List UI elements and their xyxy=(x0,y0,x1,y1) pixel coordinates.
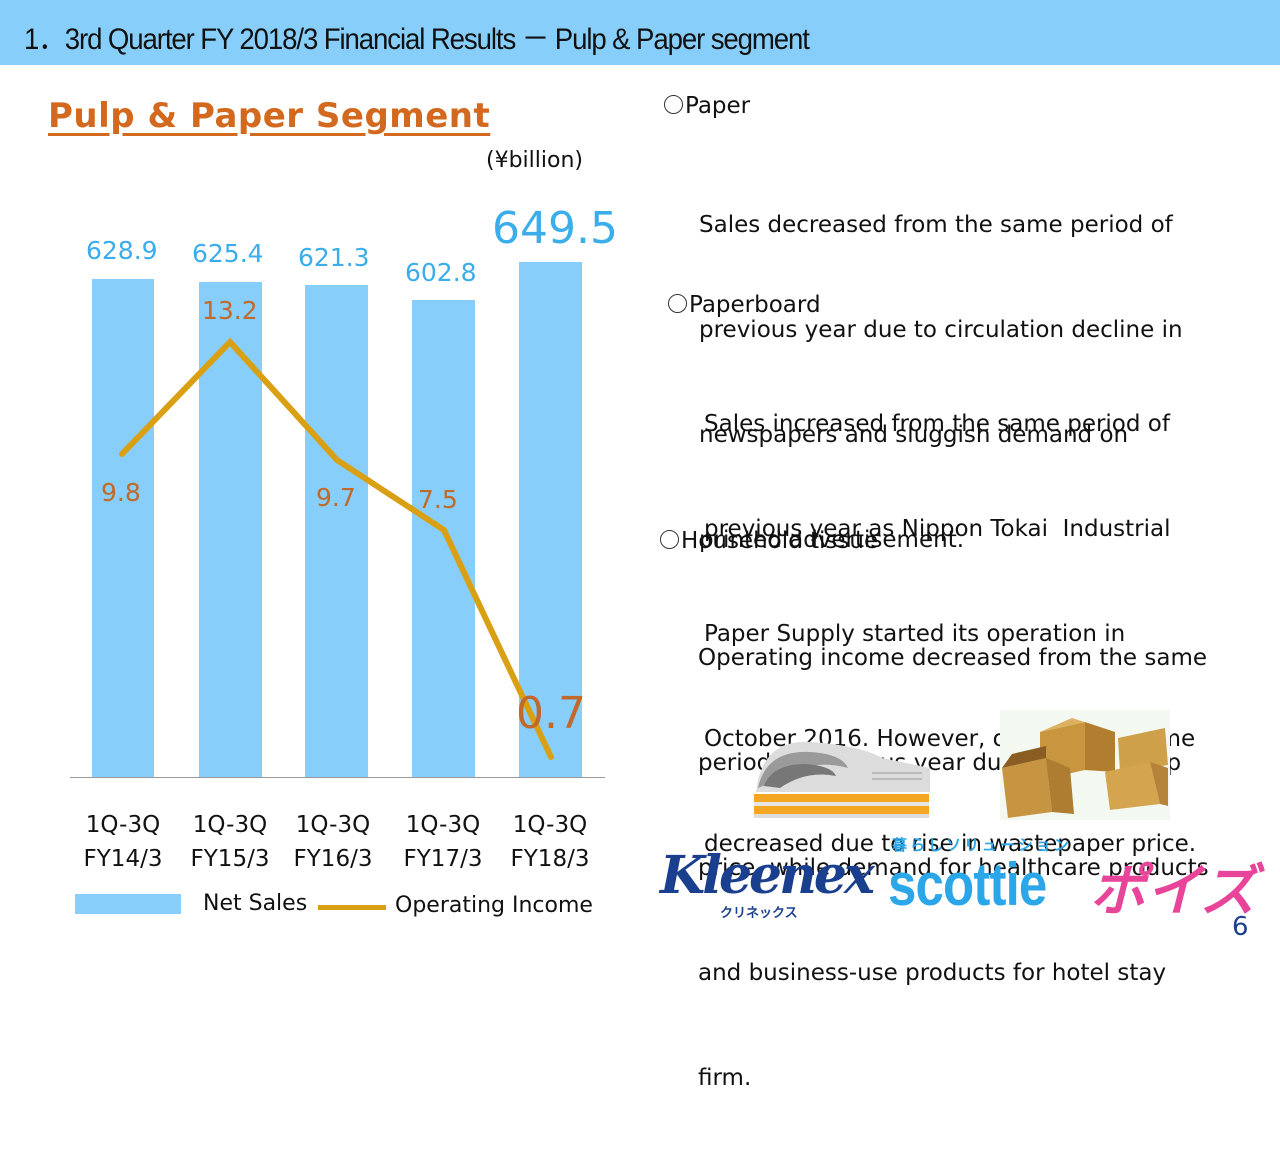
x-tick-label: 1Q-3Q FY15/3 xyxy=(190,812,270,872)
sales-value-label: 628.9 xyxy=(86,236,158,265)
paper-commentary: Sales decreased from the same period of … xyxy=(699,212,1183,553)
slide-header: 1．3rd Quarter FY 2018/3 Financial Result… xyxy=(0,0,1280,65)
heading-paperboard: Paperboard xyxy=(668,292,821,318)
x-tick-label: 1Q-3Q FY17/3 xyxy=(403,812,483,872)
kleenex-katakana: クリネックス xyxy=(720,906,798,921)
heading-household-tissue: Household tissue xyxy=(660,528,878,554)
oi-value-label: 9.8 xyxy=(101,478,141,507)
sales-value-label: 602.8 xyxy=(405,258,477,287)
legend-net-sales-swatch xyxy=(75,894,181,914)
legend-net-sales-label: Net Sales xyxy=(203,891,308,916)
oi-value-label: 0.7 xyxy=(516,688,586,739)
x-tick-label: 1Q-3Q FY14/3 xyxy=(83,812,163,872)
slide-title: 1．3rd Quarter FY 2018/3 Financial Result… xyxy=(24,23,810,56)
bar-net-sales-fy17 xyxy=(412,300,475,777)
sales-value-label: 621.3 xyxy=(298,243,370,272)
segment-title: Pulp & Paper Segment xyxy=(48,96,491,136)
kleenex-logo: Kleenex xyxy=(660,845,875,906)
page-number: 6 xyxy=(1232,912,1249,942)
legend-operating-income-swatch xyxy=(318,905,386,910)
sales-value-label: 649.5 xyxy=(492,203,618,254)
cardboard-boxes-image xyxy=(1000,710,1170,820)
poise-logo: ポイズ xyxy=(1090,859,1257,924)
oi-value-label: 9.7 xyxy=(316,483,356,512)
x-axis-line xyxy=(70,777,605,778)
x-tick-label: 1Q-3Q FY18/3 xyxy=(510,812,590,872)
oi-value-label: 13.2 xyxy=(202,296,258,325)
bar-net-sales-fy14 xyxy=(92,279,154,777)
operating-income-line xyxy=(119,337,554,760)
unit-label: (¥billion) xyxy=(486,148,583,173)
bar-net-sales-fy18 xyxy=(519,262,582,777)
circle-bullet-icon xyxy=(660,530,679,549)
circle-bullet-icon xyxy=(664,95,683,114)
scottie-tagline: 暮らしソリューション xyxy=(892,836,1072,854)
circle-bullet-icon xyxy=(668,294,687,313)
sales-value-label: 625.4 xyxy=(192,239,264,268)
newspaper-image xyxy=(754,741,930,818)
scottie-logo: scottie xyxy=(888,851,1047,918)
legend-operating-income-label: Operating Income xyxy=(395,893,593,918)
x-tick-label: 1Q-3Q FY16/3 xyxy=(293,812,373,872)
oi-value-label: 7.5 xyxy=(418,485,458,514)
heading-paper: Paper xyxy=(664,93,750,119)
sales-income-chart: 628.9 625.4 621.3 602.8 649.5 9.8 13.2 9… xyxy=(0,0,640,960)
bar-net-sales-fy16 xyxy=(305,285,368,777)
